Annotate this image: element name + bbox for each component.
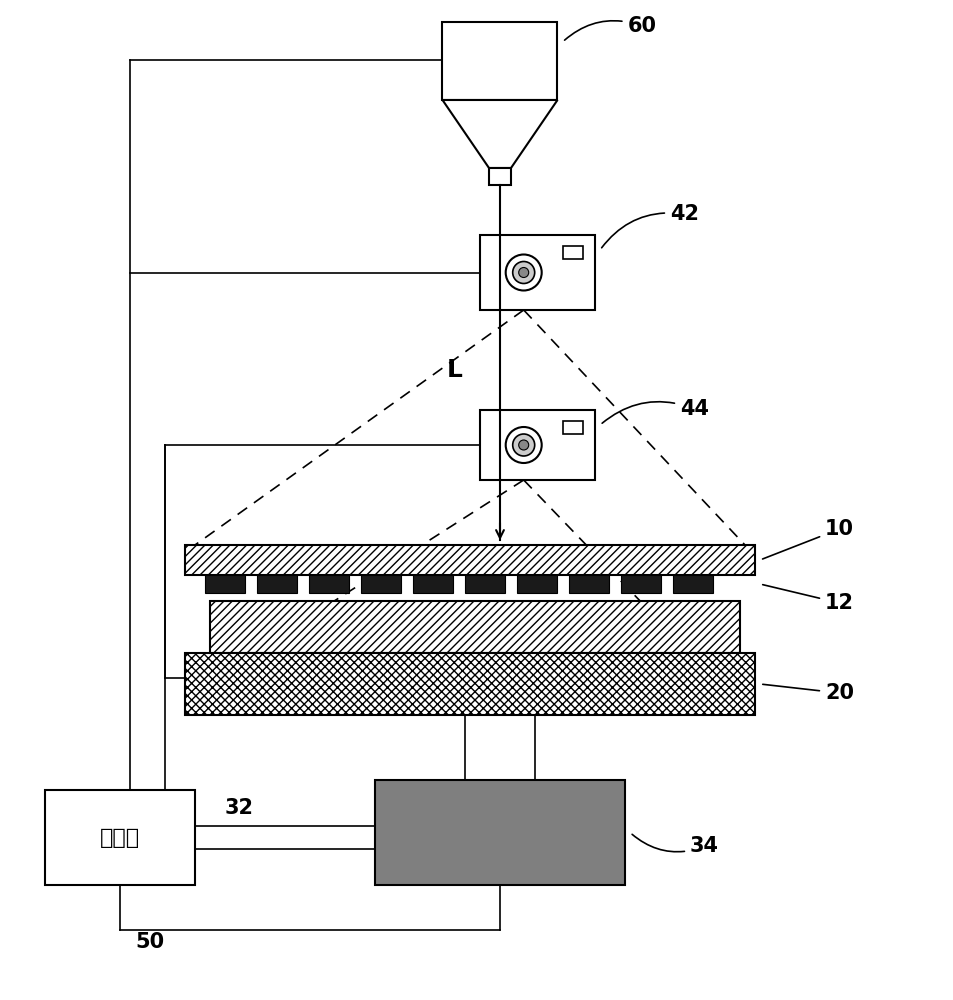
Bar	[360, 575, 400, 593]
Circle shape	[518, 267, 528, 277]
Circle shape	[512, 261, 534, 284]
Bar	[375, 780, 624, 885]
Circle shape	[505, 254, 541, 290]
Bar	[479, 235, 595, 310]
Text: 10: 10	[761, 519, 853, 559]
Polygon shape	[442, 100, 557, 168]
Text: 20: 20	[762, 683, 853, 703]
Bar	[517, 575, 557, 593]
Bar	[442, 22, 557, 100]
Bar	[185, 545, 754, 575]
Bar	[413, 575, 453, 593]
Text: 60: 60	[564, 16, 656, 40]
Bar	[309, 575, 349, 593]
Bar	[256, 575, 296, 593]
Bar	[562, 246, 582, 259]
Text: 50: 50	[135, 932, 164, 952]
Bar	[479, 410, 595, 480]
Bar	[620, 575, 660, 593]
Bar	[205, 575, 245, 593]
Bar	[672, 575, 712, 593]
Circle shape	[512, 434, 534, 456]
Text: 34: 34	[632, 834, 719, 856]
Text: L: L	[447, 358, 462, 382]
Text: 控制器: 控制器	[100, 828, 140, 848]
Text: 12: 12	[761, 585, 853, 613]
Circle shape	[518, 440, 528, 450]
Bar	[185, 653, 754, 715]
Text: 42: 42	[601, 204, 699, 248]
Text: 32: 32	[225, 798, 253, 818]
Circle shape	[505, 427, 541, 463]
Text: 44: 44	[601, 399, 708, 423]
Bar	[45, 790, 194, 885]
Bar	[568, 575, 608, 593]
Bar	[464, 575, 504, 593]
Bar	[210, 601, 740, 653]
Bar	[562, 420, 582, 434]
Bar	[489, 168, 511, 185]
